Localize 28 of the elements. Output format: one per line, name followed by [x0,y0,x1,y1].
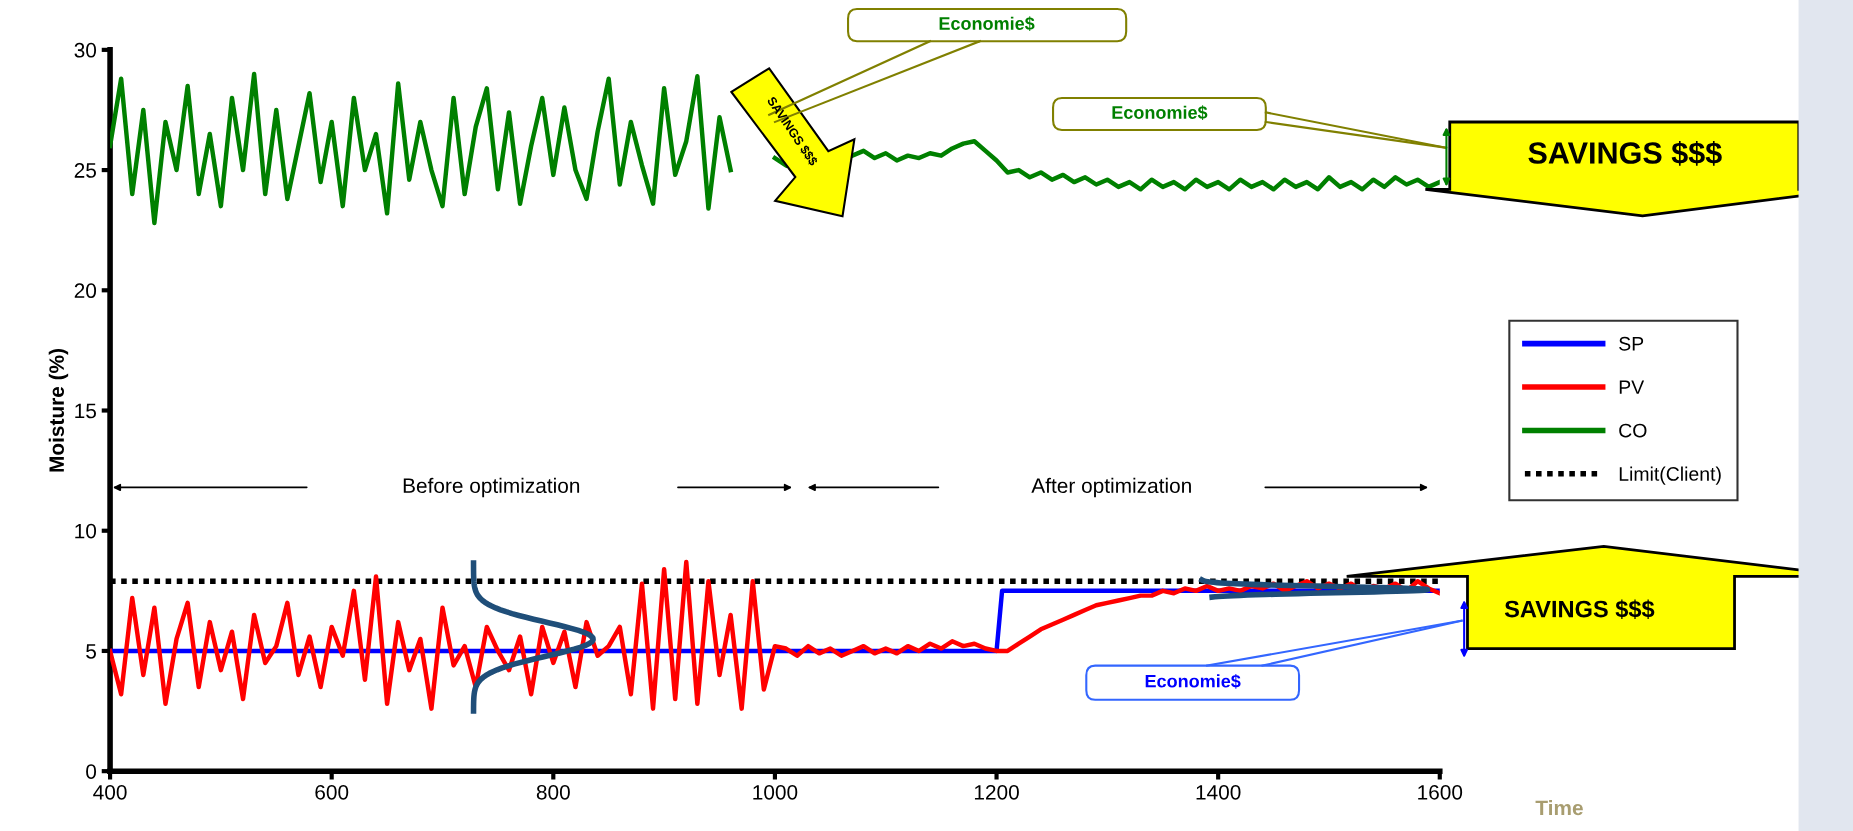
x-tick-label: 1600 [1418,784,1463,800]
y-tick-label: 10 [75,523,97,539]
legend-label: CO [1619,423,1647,438]
x-axis-title: Time [1535,800,1583,816]
y-tick-label: 20 [74,283,97,299]
line-series [110,559,1440,711]
y-tick-label: 15 [75,403,96,419]
y-tick-label: 30 [74,42,97,58]
legend-label: Limit(Client) [1619,466,1721,485]
y-tick-label: 5 [86,644,96,659]
annotation: Economie$ [1112,105,1208,121]
x-tick-label: 600 [315,784,349,800]
x-tick-label: 1200 [974,784,1019,800]
x-tick-label: 1400 [1196,784,1241,800]
annotation: Economie$ [1145,673,1241,689]
y-tick-label: 0 [86,764,97,779]
x-tick-label: 1000 [753,784,798,800]
text: SAVINGS $$$ [1504,599,1655,619]
annotation: Before optimization [403,477,580,498]
x-tick-label: 800 [536,784,570,800]
annotation: After optimization [1031,477,1191,498]
x-tick-label: 400 [93,784,127,800]
text: SAVINGS $$$ [1528,140,1722,166]
legend-label: SP [1619,336,1644,351]
legend-label: PV [1619,380,1645,394]
y-tick-label: 25 [74,163,96,178]
text: Economie$ [939,16,1035,32]
y-axis-title: Moisture (%) [48,349,69,472]
